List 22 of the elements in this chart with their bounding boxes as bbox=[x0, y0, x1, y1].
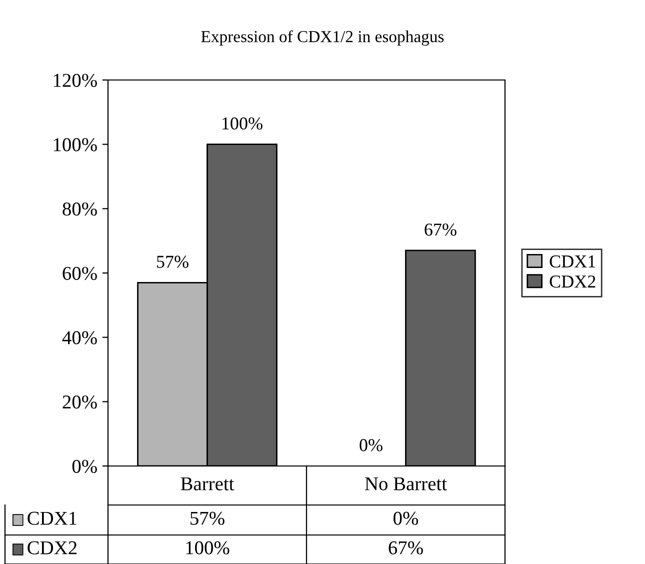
legend-label: CDX1 bbox=[28, 512, 76, 525]
y-tick-label: 60% bbox=[62, 266, 97, 280]
y-tick-label: 40% bbox=[62, 331, 97, 344]
x-tick-label: Barrett bbox=[180, 477, 234, 490]
text: CDX1 bbox=[550, 255, 596, 268]
data-label: 67% bbox=[388, 541, 423, 554]
x-tick-label: No Barrett bbox=[365, 477, 447, 490]
y-tick-label: 100% bbox=[54, 138, 97, 152]
text: CDX2 bbox=[28, 541, 77, 554]
legend-label: CDX2 bbox=[550, 275, 596, 288]
y-tick-label: 80% bbox=[62, 202, 97, 216]
chart-title: Expression of CDX1/2 in esophagus bbox=[201, 30, 444, 46]
data-label: 0% bbox=[394, 512, 418, 525]
text: 67% bbox=[424, 224, 456, 236]
data-label: 57% bbox=[190, 512, 224, 525]
text: 100% bbox=[222, 117, 262, 130]
y-tick-label: 120% bbox=[54, 74, 97, 87]
text: 0% bbox=[360, 439, 382, 452]
text: 57% bbox=[157, 256, 188, 268]
y-tick-label: 20% bbox=[62, 395, 97, 409]
y-tick-label: 0% bbox=[72, 460, 97, 473]
data-label: 100% bbox=[186, 541, 230, 554]
